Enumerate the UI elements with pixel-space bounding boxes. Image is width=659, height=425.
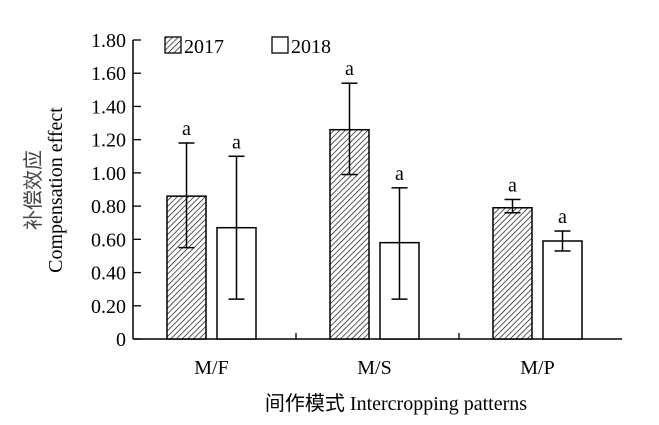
y-tick-label: 1.00 — [91, 163, 126, 185]
y-tick-label: 0.80 — [91, 196, 126, 218]
legend-swatch-2017 — [164, 36, 182, 54]
x-tick-label: M/F — [194, 357, 228, 379]
significance-label: a — [508, 174, 517, 196]
x-tick-label: M/P — [520, 357, 554, 379]
y-axis-title-cn: 补偿效应 — [22, 150, 45, 230]
x-axis-title: 间作模式 Intercropping patterns — [265, 392, 527, 415]
y-tick-label: 1.80 — [91, 30, 126, 52]
y-axis-title: Compensation effect — [45, 107, 67, 273]
significance-label: a — [345, 58, 354, 80]
y-tick-label: 1.40 — [91, 96, 126, 118]
significance-label: a — [395, 163, 404, 185]
y-tick-label: 0.40 — [91, 263, 126, 285]
y-tick-label: 0 — [116, 329, 126, 351]
bar-2017-M/P — [492, 207, 533, 340]
y-tick-label: 1.60 — [91, 63, 126, 85]
y-tick-label: 0.60 — [91, 229, 126, 251]
legend-label-2018: 2018 — [291, 36, 331, 58]
significance-label: a — [558, 206, 567, 228]
legend-swatch-2018 — [271, 36, 289, 54]
bar-2017-M/F — [166, 195, 207, 340]
significance-label: a — [232, 131, 241, 153]
significance-label: a — [182, 118, 191, 140]
legend-label-2017: 2017 — [184, 36, 224, 58]
y-tick-label: 1.20 — [91, 130, 126, 152]
y-tick-label: 0.20 — [91, 296, 126, 318]
bar-2018-M/P — [542, 240, 583, 340]
x-tick-label: M/S — [357, 357, 391, 379]
legend: 2017 2018 — [164, 36, 331, 58]
